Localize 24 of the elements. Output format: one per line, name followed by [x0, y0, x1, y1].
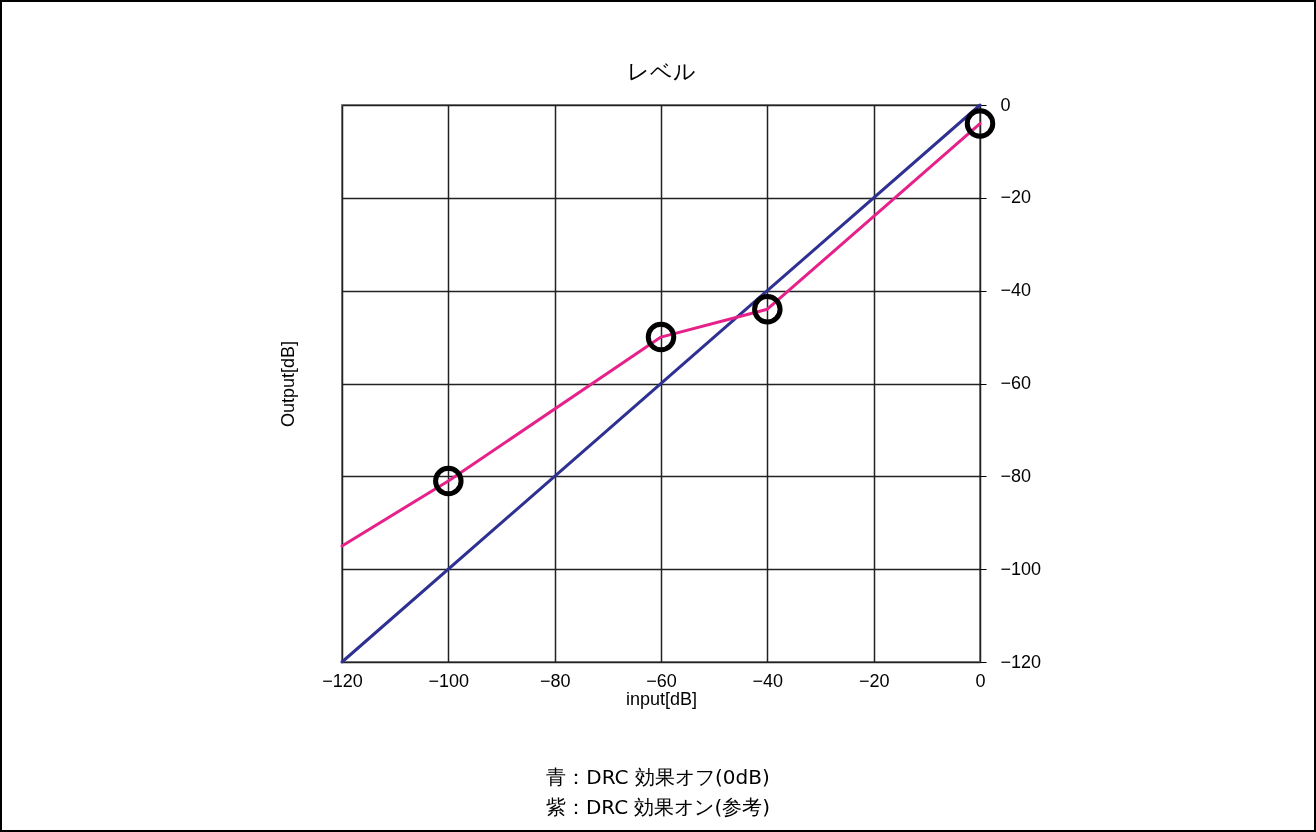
y-tick-label: −20 [1000, 187, 1032, 208]
x-tick-label: −40 [752, 670, 784, 691]
y-axis-title: Output[dB] [277, 340, 298, 428]
y-tick-label: −60 [1000, 373, 1032, 393]
y-tick-label: −40 [1000, 280, 1032, 301]
x-tick-label: −20 [858, 670, 890, 691]
line-series [340, 122, 982, 548]
chart-title: レベル [626, 59, 696, 84]
y-tick-label: −100 [1000, 558, 1042, 579]
x-tick-label: −80 [539, 670, 571, 691]
text: 青：DRC 効果オフ(0dB) [545, 764, 771, 791]
point [645, 321, 677, 353]
x-tick-label: −60 [646, 670, 677, 691]
point [752, 294, 783, 325]
y-tick-label: 0 [1000, 94, 1011, 115]
x-axis-title: input[dB] [625, 688, 698, 709]
text: 紫：DRC 効果オン(参考) [544, 794, 772, 821]
x-tick-label: −120 [322, 670, 363, 691]
point [964, 108, 996, 139]
point [433, 465, 464, 497]
y-tick-label: −120 [1000, 651, 1042, 672]
x-tick-label: −100 [428, 670, 470, 691]
y-tick-label: −80 [1000, 465, 1032, 486]
x-tick-label: 0 [975, 670, 986, 691]
